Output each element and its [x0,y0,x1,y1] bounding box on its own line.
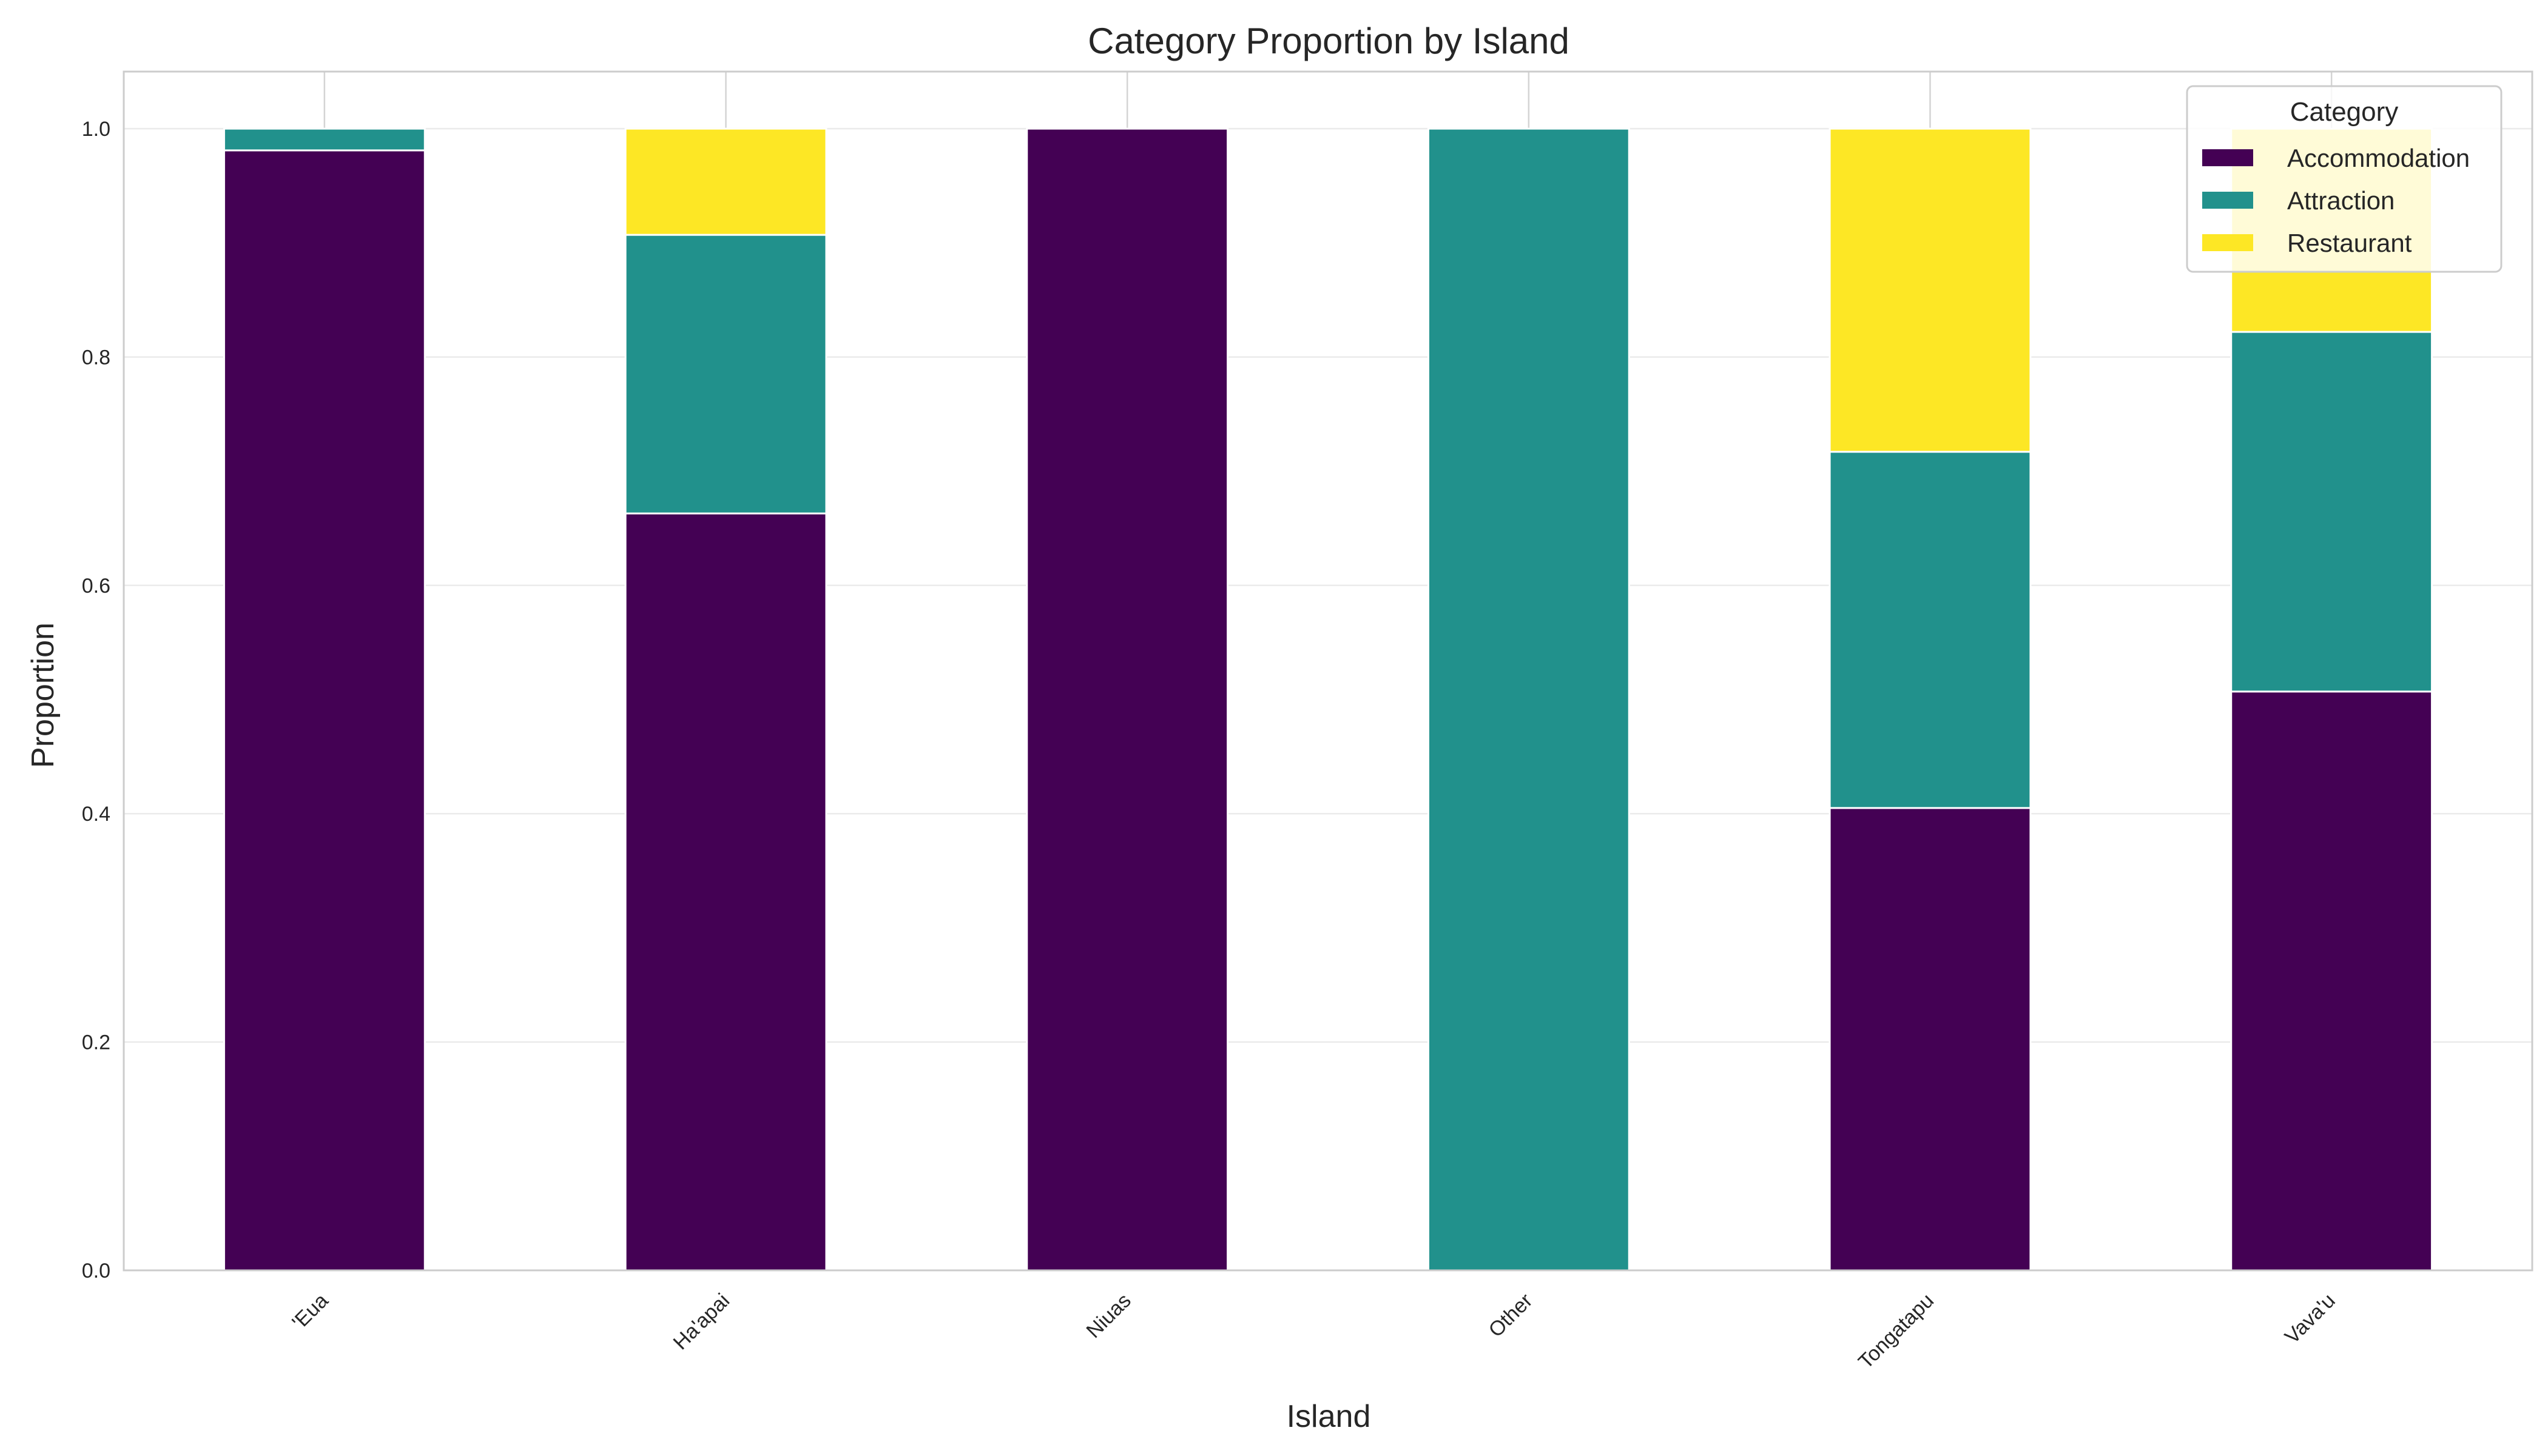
bar-segment-accommodation [1828,807,2032,1272]
x-tick-label: 'Eua [288,1289,332,1334]
bar-segment-accommodation [624,512,827,1272]
y-tick-label: 0.2 [82,1031,110,1054]
legend-box [2186,85,2502,273]
bar-segment-accommodation [2230,690,2433,1272]
x-axis-label: Island [1287,1399,1371,1434]
legend-label-attraction: Attraction [2287,186,2395,215]
legend-label-restaurant: Restaurant [2287,229,2412,257]
y-tick-label: 0.4 [82,803,110,826]
x-tick-label: Niuas [1082,1289,1135,1343]
bar-segment-attraction [1828,451,2032,809]
y-tick-label: 0.6 [82,575,110,598]
chart-title: Category Proportion by Island [1088,21,1569,61]
legend-swatch-restaurant [2202,234,2253,251]
legend-title: Category [2290,97,2399,127]
plot-frame [123,70,2533,1272]
bar-segment-accommodation [223,149,426,1272]
bar-segment-restaurant [624,127,827,236]
y-tick-label: 0.0 [82,1259,110,1282]
bar-segment-restaurant [1828,127,2032,453]
x-tick-label: Vava'u [2280,1289,2340,1349]
bar-segment-attraction [2230,331,2433,693]
legend-swatch-accommodation [2202,149,2253,166]
x-tick-label: Other [1484,1289,1537,1342]
y-tick-label: 0.8 [82,346,110,369]
y-axis-label: Proportion [25,622,61,768]
x-tick-labels: 'Eua Ha'apai Niuas Other Tongatapu Vava'u [288,1289,2340,1373]
x-tick-label: Ha'apai [669,1289,734,1355]
bar-segment-attraction [1427,127,1630,1272]
bar-segment-attraction [624,234,827,514]
y-tick-label: 1.0 [82,118,110,141]
bars [223,127,2433,1272]
legend-swatch-attraction [2202,192,2253,209]
bar-segment-accommodation [1026,127,1229,1272]
bar-segment-attraction [223,127,426,152]
legend-label-accommodation: Accommodation [2287,144,2470,172]
plot-background [124,72,2532,1270]
y-tick-labels: 0.0 0.2 0.4 0.6 0.8 1.0 [82,118,110,1282]
legend: Category Accommodation Attraction Restaura… [2186,85,2502,273]
x-tick-label: Tongatapu [1854,1289,1938,1373]
